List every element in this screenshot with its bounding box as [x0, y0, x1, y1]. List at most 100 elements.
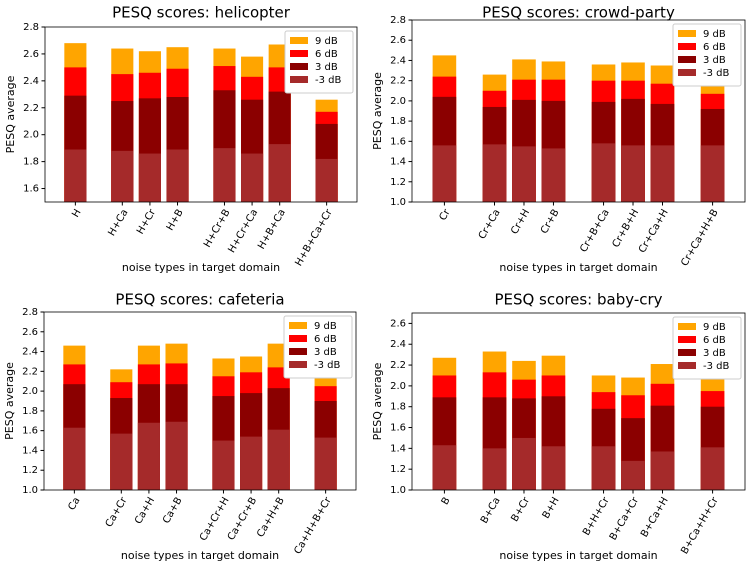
bar — [212, 440, 235, 490]
legend-label: -3 dB — [703, 68, 729, 79]
x-tick-label: Cr — [438, 207, 454, 223]
y-tick-label: 2.6 — [23, 49, 39, 60]
y-tick-label: 2.2 — [23, 103, 39, 114]
y-tick-label: 1.4 — [390, 157, 406, 168]
subplot: 1.6 1.8 2.0 2.2 2.4 2.6 2.8 H H+Ca H+Cr H+B H+Cr+B H… — [4, 4, 358, 274]
chart-title: PESQ scores: helicopter — [112, 4, 291, 22]
legend-label: 3 dB — [703, 348, 726, 359]
x-tick-label: Cr+B+H — [611, 208, 642, 250]
bar — [240, 436, 263, 490]
x-tick-label: H+Cr+B — [202, 207, 233, 249]
y-tick-label: 2.2 — [22, 366, 38, 377]
legend-label: 3 dB — [315, 62, 338, 73]
y-tick-label: 1.6 — [390, 136, 406, 147]
chart-title: PESQ scores: baby-cry — [494, 291, 662, 309]
bar — [621, 145, 645, 202]
legend-swatch — [678, 336, 696, 343]
y-tick-label: 2.6 — [22, 327, 38, 338]
bar — [268, 144, 291, 202]
bar — [213, 148, 236, 202]
y-tick-label: 2.8 — [22, 307, 38, 318]
y-tick-label: 1.8 — [390, 116, 406, 127]
y-tick-label: 2.4 — [390, 339, 406, 350]
x-tick-label: Ca+H+B+Cr — [292, 495, 334, 556]
y-tick-label: 1.2 — [390, 464, 406, 475]
chart-title: PESQ scores: cafeteria — [115, 291, 284, 309]
x-tick-label: B+Cr — [509, 495, 532, 524]
x-axis-label: noise types in target domain — [122, 261, 280, 274]
y-tick-label: 2.6 — [390, 318, 406, 329]
bar — [512, 146, 536, 202]
x-tick-label: Ca+H+B — [255, 495, 287, 539]
legend-swatch — [289, 361, 307, 368]
y-tick-label: 2.2 — [390, 76, 406, 87]
subplot: 1.0 1.2 1.4 1.6 1.8 2.0 2.2 2.4 2.6 2.8 Cr Cr+Ca Cr+… — [371, 4, 746, 274]
bar — [482, 144, 507, 202]
x-tick-label: Cr+Ca — [477, 208, 503, 242]
y-tick-label: 2.4 — [22, 347, 38, 358]
bar — [166, 149, 189, 202]
y-tick-label: 2.0 — [390, 96, 406, 107]
legend-swatch — [290, 63, 308, 70]
legend-label: 6 dB — [315, 49, 338, 60]
x-tick-label: Cr+B+Ca — [578, 208, 611, 255]
x-tick-label: H+Ca — [106, 208, 130, 239]
bar — [432, 445, 457, 490]
x-tick-label: H+Cr — [135, 207, 158, 237]
x-tick-label: Cr+H — [509, 208, 532, 237]
y-tick-label: 2.0 — [22, 386, 38, 397]
y-tick-label: 2.8 — [23, 22, 39, 33]
bar — [541, 446, 566, 490]
y-tick-label: 2.4 — [390, 55, 406, 66]
bar — [110, 433, 133, 490]
bar — [432, 145, 457, 202]
bar — [111, 150, 134, 202]
y-tick-label: 2.0 — [23, 130, 39, 141]
bar — [512, 437, 536, 490]
bar — [650, 145, 675, 202]
bar — [138, 153, 161, 202]
x-tick-label: B+Ca+Cr — [608, 495, 642, 543]
y-tick-label: 1.8 — [22, 406, 38, 417]
x-tick-label: Ca — [66, 496, 82, 513]
subplot: 1.0 1.2 1.4 1.6 1.8 2.0 2.2 2.4 2.6 B B+Ca B+Cr B+H B… — [371, 291, 746, 562]
legend-swatch — [289, 348, 307, 355]
bar — [137, 422, 160, 490]
x-tick-label: H+B+Ca — [256, 208, 288, 252]
bar — [700, 447, 725, 490]
y-tick-label: 1.8 — [23, 157, 39, 168]
legend-label: 6 dB — [314, 334, 337, 345]
legend-label: 3 dB — [314, 347, 337, 358]
x-tick-label: B+H — [541, 496, 562, 521]
x-tick-label: B — [440, 495, 453, 507]
legend-swatch — [290, 50, 308, 57]
legend-swatch — [678, 56, 696, 63]
legend-label: 6 dB — [703, 335, 726, 346]
axes-frame — [43, 311, 357, 491]
y-tick-label: 2.4 — [23, 76, 39, 87]
x-tick-label: B+Ca — [479, 496, 503, 526]
y-tick-label: 1.4 — [390, 443, 406, 454]
bar — [621, 460, 645, 490]
bar — [241, 153, 264, 202]
x-tick-label: B+H+Cr — [581, 495, 612, 538]
y-tick-label: 1.8 — [390, 402, 406, 413]
bar — [314, 437, 337, 490]
bar — [165, 421, 188, 490]
x-axis-label: noise types in target domain — [499, 549, 657, 562]
y-axis-label: PESQ average — [371, 362, 384, 440]
legend-label: -3 dB — [315, 75, 341, 86]
axes-frame — [44, 26, 358, 203]
x-tick-label: Ca+H — [133, 496, 157, 527]
subplot: 1.01.21.41.61.82.02.22.42.62.8Ca Ca+Cr Ca+… — [3, 291, 357, 562]
chart-title: PESQ scores: crowd-party — [482, 4, 675, 22]
legend-swatch — [290, 76, 308, 83]
x-tick-label: Ca+Cr — [104, 495, 130, 529]
y-tick-label: 2.0 — [390, 381, 406, 392]
bar — [650, 451, 675, 490]
legend-label: -3 dB — [314, 360, 340, 371]
x-tick-label: B+Ca+H — [639, 496, 671, 540]
bar — [63, 427, 86, 490]
legend-swatch — [289, 335, 307, 342]
